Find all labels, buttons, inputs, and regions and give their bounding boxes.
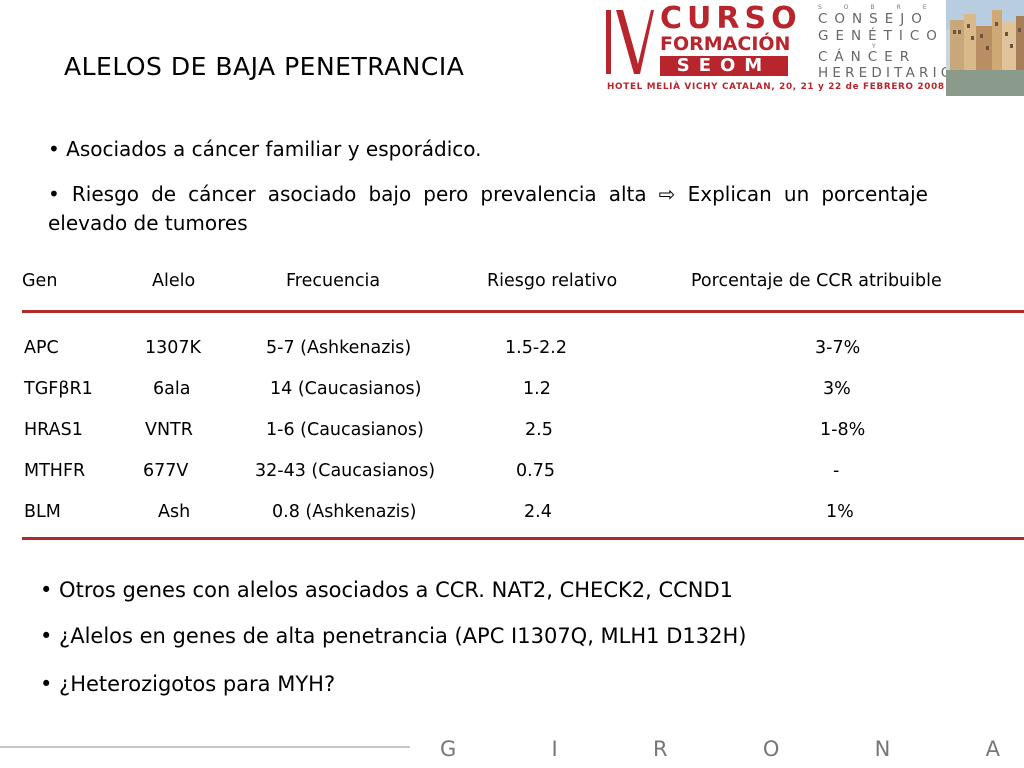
- cell-frecuencia: 14 (Caucasianos): [270, 379, 422, 399]
- cell-riesgo: 1.5-2.2: [505, 338, 567, 358]
- cell-riesgo: 2.4: [524, 502, 552, 522]
- roman-iv-logo: IV: [604, 6, 654, 74]
- cell-riesgo: 2.5: [525, 420, 553, 440]
- footer-letter: R: [652, 737, 668, 761]
- curso-label: CURSO: [660, 1, 802, 36]
- cell-gen: MTHFR: [24, 461, 86, 481]
- cell-riesgo: 0.75: [516, 461, 555, 481]
- footer-line: [0, 746, 410, 748]
- consejo-label: CONSEJO: [818, 11, 929, 27]
- footer-letter: I: [551, 737, 558, 761]
- cell-porcentaje: 3%: [823, 379, 851, 399]
- table-bottom-rule: [22, 537, 1024, 540]
- bullet-asociados: • Asociados a cáncer familiar y esporádi…: [48, 137, 482, 161]
- sobre-label: SOBRE: [818, 4, 949, 11]
- cell-gen: HRAS1: [24, 420, 83, 440]
- footer-letter: A: [985, 737, 1000, 761]
- header-riesgo-relativo: Riesgo relativo: [487, 271, 618, 291]
- cell-frecuencia: 1-6 (Caucasianos): [266, 420, 424, 440]
- cell-gen: APC: [24, 338, 59, 358]
- footer-girona: G I R O N A: [440, 737, 1000, 761]
- cancer-label: CÁNCER: [818, 49, 917, 65]
- cell-alelo: Ash: [158, 502, 191, 522]
- girona-city-photo: [946, 0, 1024, 96]
- header-alelo: Alelo: [152, 271, 196, 291]
- cell-porcentaje: 1%: [826, 502, 854, 522]
- cell-alelo: VNTR: [145, 420, 193, 440]
- seom-label: SEOM: [660, 56, 788, 76]
- cell-gen: BLM: [24, 502, 61, 522]
- footer-letter: O: [762, 737, 780, 761]
- header-porcentaje: Porcentaje de CCR atribuible: [691, 271, 942, 291]
- y-label: Y: [872, 43, 876, 50]
- hereditario-label: HEREDITARIO: [818, 65, 956, 81]
- cell-porcentaje: 3-7%: [815, 338, 861, 358]
- cell-frecuencia: 0.8 (Ashkenazis): [272, 502, 417, 522]
- cell-porcentaje: 1-8%: [820, 420, 866, 440]
- roman-label: IV: [604, 6, 605, 7]
- bullet-riesgo: • Riesgo de cáncer asociado bajo pero pr…: [48, 182, 928, 235]
- header-frecuencia: Frecuencia: [286, 271, 381, 291]
- formacion-label: FORMACIÓN: [660, 33, 791, 55]
- cell-gen: TGFβR1: [24, 379, 93, 399]
- header-gen: Gen: [22, 271, 58, 291]
- cell-frecuencia: 5-7 (Ashkenazis): [266, 338, 412, 358]
- cell-riesgo: 1.2: [523, 379, 551, 399]
- bullet-otros-genes: • Otros genes con alelos asociados a CCR…: [40, 578, 734, 602]
- cell-alelo: 677V: [143, 461, 189, 481]
- cell-porcentaje: -: [833, 461, 840, 481]
- cell-frecuencia: 32-43 (Caucasianos): [255, 461, 436, 481]
- bullet-alta-penetrancia: • ¿Alelos en genes de alta penetrancia (…: [40, 624, 747, 648]
- hotel-date-label: HOTEL MELIÀ VICHY CATALAN, 20, 21 y 22 d…: [607, 82, 945, 92]
- slide-title: ALELOS DE BAJA PENETRANCIA: [64, 52, 465, 81]
- bullet-myh: • ¿Heterozigotos para MYH?: [40, 672, 336, 696]
- cell-alelo: 1307K: [145, 338, 202, 358]
- footer-letter: N: [874, 737, 891, 761]
- cell-alelo: 6ala: [153, 379, 191, 399]
- table-top-rule: [22, 310, 1024, 313]
- footer-letter: G: [440, 737, 457, 761]
- genetico-label: GENÉTICO: [818, 28, 944, 44]
